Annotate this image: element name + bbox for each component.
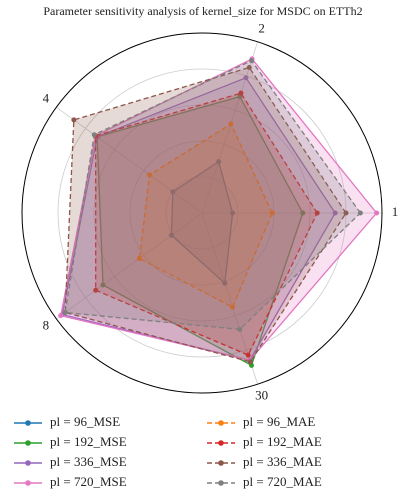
legend-label: pl = 192_MSE bbox=[50, 434, 127, 449]
point bbox=[91, 132, 97, 138]
spoke bbox=[56, 106, 203, 214]
point bbox=[374, 210, 380, 216]
spoke bbox=[56, 212, 203, 320]
point bbox=[238, 90, 244, 96]
series-area bbox=[96, 95, 304, 367]
legend-marker bbox=[218, 480, 224, 486]
point bbox=[222, 280, 228, 286]
point bbox=[230, 210, 236, 216]
point bbox=[269, 210, 275, 216]
point bbox=[100, 282, 106, 288]
legend-marker bbox=[25, 440, 31, 446]
series-area bbox=[138, 123, 273, 309]
axis-label: 30 bbox=[255, 388, 268, 403]
legend-marker bbox=[25, 420, 31, 426]
point bbox=[243, 75, 249, 81]
legend-label: pl = 336_MAE bbox=[243, 454, 322, 469]
point bbox=[246, 64, 252, 70]
point bbox=[230, 304, 236, 310]
legend-marker bbox=[218, 440, 224, 446]
point bbox=[314, 210, 320, 216]
legend-marker bbox=[25, 460, 31, 466]
point bbox=[237, 326, 243, 332]
legend-label: pl = 720_MAE bbox=[243, 474, 322, 489]
point bbox=[249, 58, 255, 64]
legend-label: pl = 720_MSE bbox=[50, 474, 127, 489]
point bbox=[93, 287, 99, 293]
series-area bbox=[64, 66, 347, 363]
axis-label: 4 bbox=[43, 91, 50, 106]
legend-label: pl = 96_MAE bbox=[243, 414, 315, 429]
series-area bbox=[64, 59, 362, 331]
axis-label: 1 bbox=[392, 204, 399, 219]
axis-label: 8 bbox=[43, 317, 50, 332]
chart-title: Parameter sensitivity analysis of kernel… bbox=[43, 4, 362, 18]
point bbox=[136, 255, 142, 261]
spoke bbox=[201, 41, 259, 214]
legend-marker bbox=[25, 480, 31, 486]
point bbox=[245, 352, 251, 358]
point bbox=[300, 210, 306, 216]
outer-circle bbox=[21, 32, 383, 394]
legend-label: pl = 96_MSE bbox=[50, 414, 120, 429]
point bbox=[357, 210, 363, 216]
legend-label: pl = 336_MSE bbox=[50, 454, 127, 469]
point bbox=[216, 159, 222, 165]
point bbox=[170, 189, 176, 195]
series-area bbox=[170, 160, 234, 285]
legend-marker bbox=[218, 460, 224, 466]
legend-label: pl = 192_MAE bbox=[243, 434, 322, 449]
point bbox=[147, 172, 153, 178]
series-area bbox=[59, 58, 378, 361]
point bbox=[58, 313, 64, 319]
series-area bbox=[95, 92, 318, 356]
point bbox=[168, 232, 174, 238]
axis-label: 2 bbox=[258, 20, 265, 35]
point bbox=[228, 121, 234, 127]
point bbox=[332, 210, 338, 216]
point bbox=[71, 117, 77, 123]
legend-marker bbox=[218, 420, 224, 426]
point bbox=[247, 359, 253, 365]
point bbox=[343, 210, 349, 216]
point bbox=[62, 309, 68, 315]
series-area bbox=[61, 76, 336, 361]
